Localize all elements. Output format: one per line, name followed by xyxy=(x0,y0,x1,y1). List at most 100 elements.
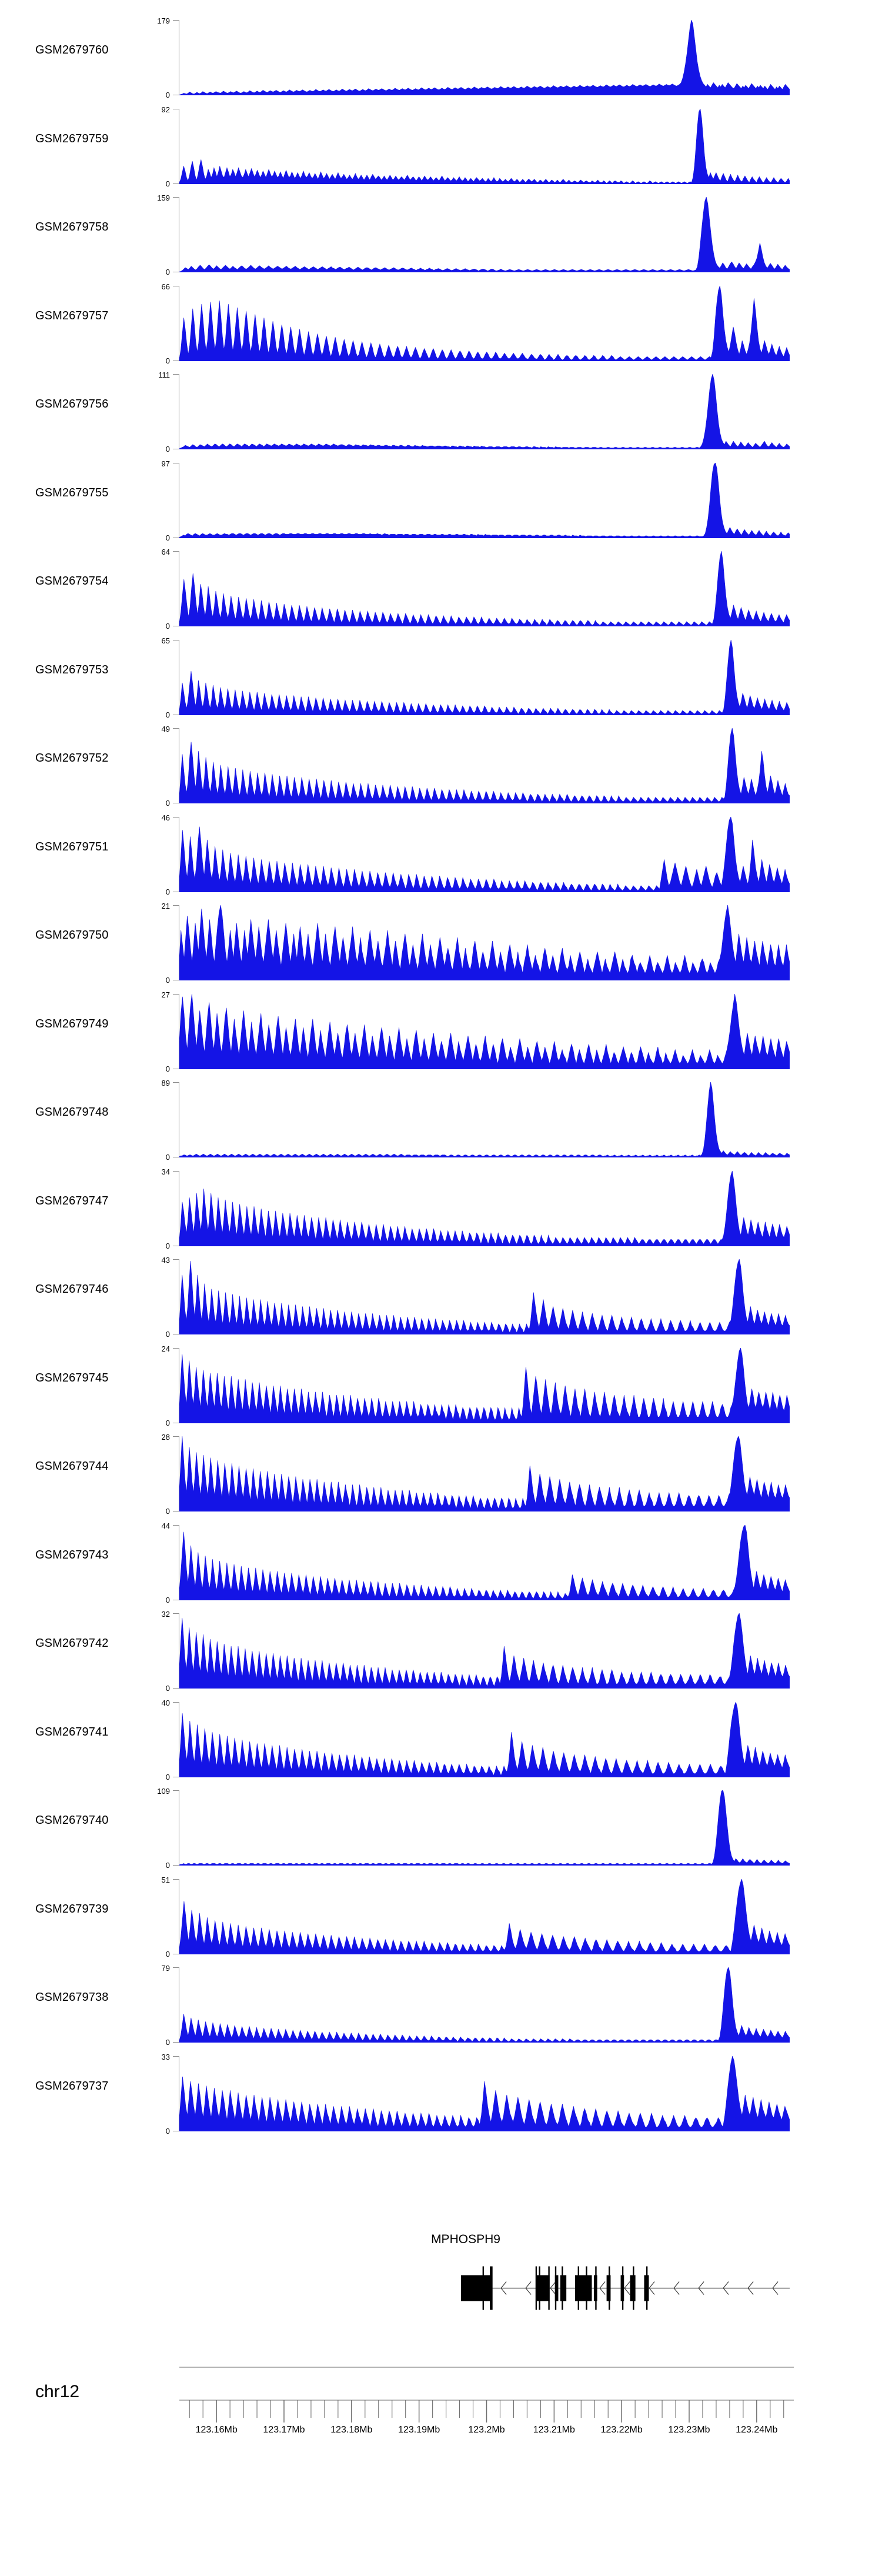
axis-max-label: 64 xyxy=(161,548,170,556)
track-y-axis: 51 0 xyxy=(150,1875,179,1958)
coverage-plot xyxy=(179,20,790,95)
axis-min-label: 0 xyxy=(165,1507,170,1516)
coverage-track: GSM2679760 179 0 xyxy=(0,13,882,101)
track-sample-label: GSM2679757 xyxy=(35,309,109,322)
track-y-axis: 66 0 xyxy=(150,282,179,365)
axis-max-label: 46 xyxy=(161,813,170,822)
coverage-track: GSM2679759 92 0 xyxy=(0,102,882,190)
coverage-plot xyxy=(179,639,790,715)
coverage-plot xyxy=(179,285,790,361)
coverage-plot xyxy=(179,374,790,449)
axis-min-label: 0 xyxy=(165,91,170,99)
axis-max-label: 66 xyxy=(161,282,170,291)
coverage-track: GSM2679745 24 0 xyxy=(0,1341,882,1429)
track-y-axis: 111 0 xyxy=(150,371,179,453)
axis-max-label: 24 xyxy=(161,1344,170,1353)
track-sample-label: GSM2679749 xyxy=(35,1017,109,1030)
axis-min-label: 0 xyxy=(165,799,170,807)
track-sample-label: GSM2679743 xyxy=(35,1548,109,1561)
ruler-tick-label: 123.21Mb xyxy=(533,2425,575,2435)
axis-min-label: 0 xyxy=(165,533,170,542)
axis-min-label: 0 xyxy=(165,1241,170,1250)
track-y-axis: 46 0 xyxy=(150,813,179,896)
axis-max-label: 79 xyxy=(161,1964,170,1973)
coverage-plot xyxy=(179,1082,790,1157)
coverage-track: GSM2679757 66 0 xyxy=(0,279,882,367)
axis-tick-bottom xyxy=(173,183,179,184)
axis-max-label: 28 xyxy=(161,1433,170,1442)
axis-min-label: 0 xyxy=(165,622,170,630)
track-y-axis: 33 0 xyxy=(150,2052,179,2135)
track-sample-label: GSM2679754 xyxy=(35,575,109,588)
axis-tick-top xyxy=(173,1790,179,1791)
axis-max-label: 89 xyxy=(161,1079,170,1087)
coverage-plot xyxy=(179,1524,790,1600)
coverage-track: GSM2679753 65 0 xyxy=(0,633,882,721)
axis-max-label: 65 xyxy=(161,636,170,645)
coverage-track: GSM2679739 51 0 xyxy=(0,1872,882,1960)
axis-max-label: 51 xyxy=(161,1875,170,1884)
axis-tick-top xyxy=(173,374,179,375)
axis-tick-top xyxy=(173,1170,179,1172)
track-sample-label: GSM2679740 xyxy=(35,1814,109,1827)
track-sample-label: GSM2679741 xyxy=(35,1725,109,1739)
coverage-track: GSM2679744 28 0 xyxy=(0,1429,882,1517)
axis-min-label: 0 xyxy=(165,1153,170,1162)
coverage-plot xyxy=(179,993,790,1069)
coverage-plot xyxy=(179,905,790,980)
coverage-track: GSM2679754 64 0 xyxy=(0,544,882,632)
coverage-track: GSM2679755 97 0 xyxy=(0,456,882,544)
ruler-tick-label: 123.16Mb xyxy=(195,2425,238,2435)
axis-max-label: 111 xyxy=(158,371,170,379)
track-y-axis: 44 0 xyxy=(150,1522,179,1604)
track-sample-label: GSM2679760 xyxy=(35,44,109,56)
axis-min-label: 0 xyxy=(165,179,170,188)
axis-min-label: 0 xyxy=(165,976,170,985)
axis-min-label: 0 xyxy=(165,356,170,365)
track-sample-label: GSM2679751 xyxy=(35,840,109,853)
track-y-axis: 65 0 xyxy=(150,636,179,719)
ruler-ticks xyxy=(150,2361,794,2426)
coverage-plot xyxy=(179,1259,790,1334)
coverage-track: GSM2679747 34 0 xyxy=(0,1164,882,1252)
coverage-plot xyxy=(179,1878,790,1954)
track-sample-label: GSM2679750 xyxy=(35,929,109,942)
axis-tick-top xyxy=(173,905,179,906)
coverage-track: GSM2679737 33 0 xyxy=(0,2049,882,2137)
axis-max-label: 33 xyxy=(161,2052,170,2061)
track-sample-label: GSM2679746 xyxy=(35,1283,109,1296)
axis-min-label: 0 xyxy=(165,887,170,896)
axis-max-label: 49 xyxy=(161,725,170,733)
axis-tick-top xyxy=(173,1701,179,1703)
coverage-track: GSM2679758 159 0 xyxy=(0,190,882,278)
axis-min-label: 0 xyxy=(165,268,170,276)
coverage-track: GSM2679750 21 0 xyxy=(0,898,882,986)
track-y-axis: 40 0 xyxy=(150,1698,179,1781)
track-y-axis: 179 0 xyxy=(150,17,179,99)
track-sample-label: GSM2679737 xyxy=(35,2079,109,2093)
axis-max-label: 159 xyxy=(157,193,170,202)
axis-min-label: 0 xyxy=(165,1595,170,1604)
track-sample-label: GSM2679753 xyxy=(35,663,109,676)
gene-model-diagram xyxy=(179,2251,790,2325)
track-sample-label: GSM2679745 xyxy=(35,1371,109,1384)
track-sample-label: GSM2679739 xyxy=(35,1902,109,1916)
axis-max-label: 40 xyxy=(161,1698,170,1707)
axis-tick-top xyxy=(173,993,179,995)
track-y-axis: 27 0 xyxy=(150,991,179,1073)
coverage-track: GSM2679756 111 0 xyxy=(0,367,882,455)
chromosome-label: chr12 xyxy=(35,2382,80,2401)
track-y-axis: 159 0 xyxy=(150,193,179,276)
coverage-plot xyxy=(179,1613,790,1689)
axis-tick-top xyxy=(173,2056,179,2057)
track-sample-label: GSM2679748 xyxy=(35,1106,109,1119)
coverage-plot xyxy=(179,1436,790,1511)
gene-name-label: MPHOSPH9 xyxy=(431,2233,500,2246)
coverage-track: GSM2679749 27 0 xyxy=(0,987,882,1075)
track-sample-label: GSM2679742 xyxy=(35,1637,109,1650)
axis-max-label: 97 xyxy=(161,459,170,468)
axis-min-label: 0 xyxy=(165,445,170,453)
track-y-axis: 79 0 xyxy=(150,1964,179,2046)
axis-min-label: 0 xyxy=(165,1861,170,1870)
